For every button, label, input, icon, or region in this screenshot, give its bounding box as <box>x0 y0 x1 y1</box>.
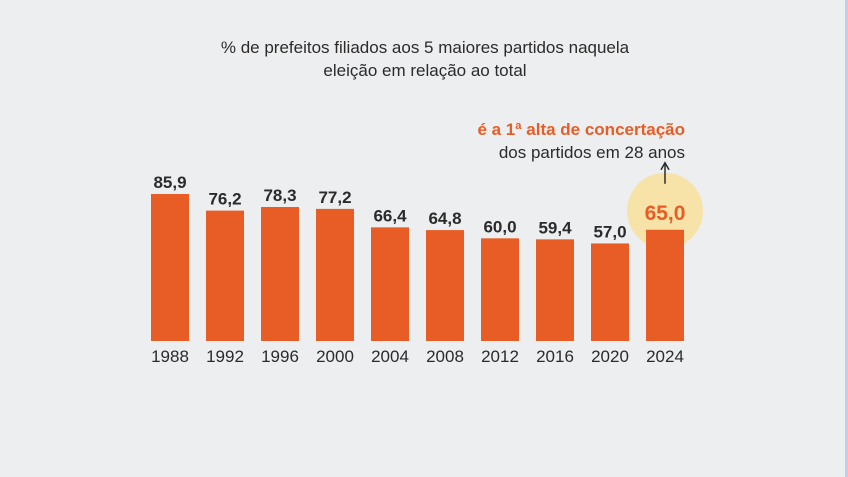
value-label-2012: 60,0 <box>483 217 516 236</box>
bar-2000 <box>316 208 354 341</box>
x-tick-label-1996: 1996 <box>261 347 299 366</box>
x-tick-label-2008: 2008 <box>426 347 464 366</box>
bar-2020 <box>591 243 629 341</box>
bar-2008 <box>426 230 464 341</box>
chart-title-line-2: eleição em relação ao total <box>323 61 527 80</box>
value-label-2024: 65,0 <box>645 202 686 225</box>
value-label-1996: 78,3 <box>263 186 296 205</box>
value-label-2020: 57,0 <box>593 222 626 241</box>
annotation-highlight-text: é a 1ª alta de concertação <box>477 120 685 139</box>
bar-1996 <box>261 207 299 341</box>
bar-2016 <box>536 239 574 341</box>
right-edge-border <box>845 0 848 477</box>
chart-title: % de prefeitos filiados aos 5 maiores pa… <box>160 36 690 82</box>
x-tick-label-2020: 2020 <box>591 347 629 366</box>
x-tick-label-2004: 2004 <box>371 347 409 366</box>
value-label-2004: 66,4 <box>373 206 407 225</box>
chart-title-line-1: % de prefeitos filiados aos 5 maiores pa… <box>220 38 630 57</box>
bar-2012 <box>481 238 519 341</box>
bar-2004 <box>371 227 409 341</box>
bar-1992 <box>206 210 244 341</box>
annotation-callout: é a 1ª alta de concertação dos partidos … <box>477 118 685 164</box>
bar-1988 <box>151 194 189 341</box>
x-tick-label-1992: 1992 <box>206 347 244 366</box>
value-label-1988: 85,9 <box>153 173 186 192</box>
value-label-2000: 77,2 <box>318 188 351 207</box>
x-tick-label-2000: 2000 <box>316 347 354 366</box>
x-tick-label-1988: 1988 <box>151 347 189 366</box>
value-label-2008: 64,8 <box>428 209 461 228</box>
x-tick-label-2024: 2024 <box>646 347 684 366</box>
x-tick-label-2016: 2016 <box>536 347 574 366</box>
annotation-rest-text: dos partidos em 28 anos <box>498 143 685 162</box>
value-label-1992: 76,2 <box>208 190 241 209</box>
x-tick-label-2012: 2012 <box>481 347 519 366</box>
bar-2024 <box>646 229 684 341</box>
annotation-arrow-head <box>660 161 670 171</box>
value-label-2016: 59,4 <box>538 218 572 237</box>
